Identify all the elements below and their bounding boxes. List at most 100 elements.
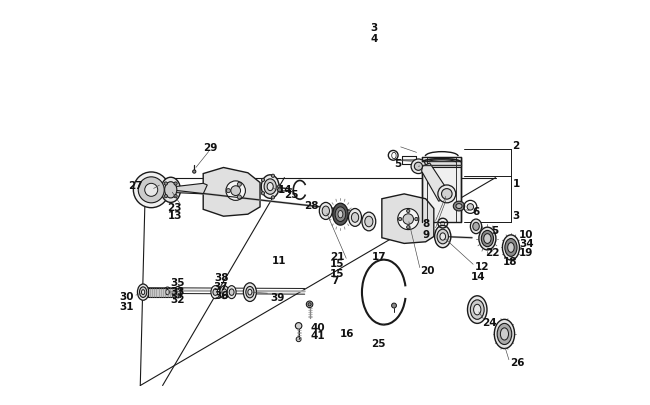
Circle shape: [398, 218, 402, 221]
Ellipse shape: [227, 286, 236, 299]
Text: 5: 5: [491, 226, 499, 236]
Ellipse shape: [435, 226, 451, 248]
Text: 16: 16: [340, 328, 354, 338]
Circle shape: [226, 189, 230, 193]
Circle shape: [174, 195, 177, 198]
Circle shape: [261, 179, 265, 182]
Ellipse shape: [497, 324, 512, 345]
Bar: [422, 158, 461, 168]
Ellipse shape: [479, 228, 496, 250]
Ellipse shape: [481, 231, 493, 247]
Circle shape: [231, 186, 240, 196]
Ellipse shape: [248, 290, 252, 295]
Text: O: O: [440, 221, 445, 226]
Text: 35: 35: [170, 278, 185, 288]
Text: 31: 31: [119, 301, 133, 311]
Ellipse shape: [348, 209, 361, 227]
Text: 3: 3: [370, 23, 378, 33]
Ellipse shape: [166, 290, 169, 295]
Polygon shape: [422, 164, 447, 202]
Circle shape: [138, 177, 164, 203]
Ellipse shape: [176, 290, 180, 295]
Ellipse shape: [243, 283, 256, 302]
Ellipse shape: [474, 305, 481, 315]
Ellipse shape: [137, 284, 149, 301]
Circle shape: [237, 183, 241, 187]
Text: 9: 9: [422, 230, 430, 240]
Text: 33: 33: [170, 286, 185, 296]
Circle shape: [133, 173, 169, 208]
Ellipse shape: [267, 183, 273, 191]
Circle shape: [278, 188, 281, 192]
Ellipse shape: [174, 287, 182, 298]
Ellipse shape: [161, 178, 181, 203]
Text: 15: 15: [330, 258, 344, 268]
Circle shape: [467, 204, 474, 211]
Circle shape: [192, 171, 196, 174]
Polygon shape: [203, 168, 260, 217]
Ellipse shape: [164, 182, 177, 198]
Text: 26: 26: [510, 358, 525, 367]
Ellipse shape: [319, 203, 332, 220]
Text: 14: 14: [278, 185, 293, 194]
Ellipse shape: [508, 243, 514, 253]
Text: 1: 1: [513, 178, 520, 188]
Circle shape: [411, 160, 426, 174]
Ellipse shape: [211, 286, 220, 299]
Bar: [148, 288, 180, 297]
Text: 12: 12: [475, 262, 489, 271]
Circle shape: [407, 226, 410, 229]
Text: 22: 22: [486, 247, 500, 257]
Ellipse shape: [471, 300, 484, 320]
Text: 5: 5: [394, 159, 401, 169]
Ellipse shape: [220, 286, 229, 299]
Bar: [422, 158, 461, 223]
Text: 14: 14: [471, 271, 486, 281]
Ellipse shape: [471, 220, 482, 234]
Text: 15: 15: [330, 269, 344, 278]
Ellipse shape: [222, 289, 227, 296]
Text: 30: 30: [119, 292, 133, 301]
Ellipse shape: [362, 213, 376, 231]
Ellipse shape: [502, 235, 519, 260]
Polygon shape: [382, 194, 434, 244]
Circle shape: [441, 189, 452, 200]
Ellipse shape: [473, 223, 479, 231]
Text: O: O: [390, 151, 396, 160]
Text: 37: 37: [214, 282, 228, 292]
Circle shape: [164, 195, 168, 198]
Circle shape: [164, 182, 168, 185]
Ellipse shape: [365, 217, 373, 227]
Text: 13: 13: [168, 211, 182, 220]
Circle shape: [306, 301, 313, 308]
Ellipse shape: [352, 213, 359, 223]
Ellipse shape: [467, 296, 487, 324]
Text: 39: 39: [270, 293, 285, 303]
Text: 18: 18: [503, 256, 517, 266]
Text: 6: 6: [472, 207, 479, 216]
Circle shape: [414, 163, 422, 171]
Circle shape: [271, 175, 274, 178]
Text: 7: 7: [331, 275, 339, 285]
Text: 40: 40: [311, 322, 326, 332]
Text: 27: 27: [127, 181, 142, 190]
Ellipse shape: [333, 204, 348, 226]
Text: 36: 36: [214, 290, 228, 300]
Text: 28: 28: [304, 201, 318, 211]
Ellipse shape: [338, 211, 343, 218]
Ellipse shape: [213, 289, 218, 296]
Text: 24: 24: [482, 317, 497, 327]
Ellipse shape: [335, 207, 346, 222]
Text: 10: 10: [519, 230, 534, 240]
Circle shape: [415, 218, 418, 221]
Ellipse shape: [440, 233, 446, 241]
Ellipse shape: [494, 320, 515, 349]
Text: 23: 23: [168, 202, 182, 212]
Text: 25: 25: [285, 190, 299, 199]
Text: 25: 25: [371, 339, 386, 348]
Circle shape: [403, 214, 413, 225]
Circle shape: [145, 184, 158, 197]
Ellipse shape: [264, 179, 276, 195]
Ellipse shape: [456, 204, 462, 209]
Text: 20: 20: [421, 266, 435, 275]
